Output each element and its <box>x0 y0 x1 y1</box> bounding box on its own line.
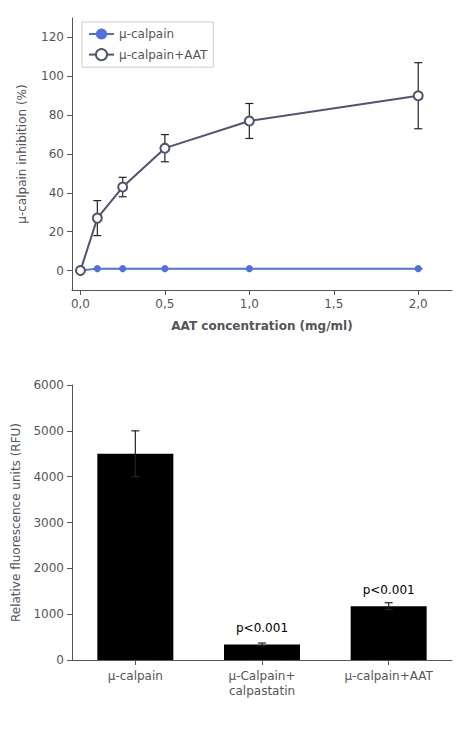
svg-text:1,5: 1,5 <box>324 297 343 311</box>
svg-text:80: 80 <box>49 108 64 122</box>
svg-text:40: 40 <box>49 186 64 200</box>
svg-text:p<0.001: p<0.001 <box>236 621 288 635</box>
svg-text:20: 20 <box>49 225 64 239</box>
svg-text:1000: 1000 <box>33 607 64 621</box>
svg-text:1,0: 1,0 <box>240 297 259 311</box>
svg-text:μ-calpain+AAT: μ-calpain+AAT <box>344 669 433 683</box>
svg-text:0,0: 0,0 <box>71 297 90 311</box>
svg-text:μ-calpain: μ-calpain <box>108 669 163 683</box>
svg-text:6000: 6000 <box>33 378 64 392</box>
svg-text:p<0.001: p<0.001 <box>363 583 415 597</box>
svg-text:μ-calpain: μ-calpain <box>119 27 174 41</box>
svg-text:μ-Calpain+: μ-Calpain+ <box>229 669 296 683</box>
svg-text:2000: 2000 <box>33 561 64 575</box>
svg-text:120: 120 <box>41 30 64 44</box>
svg-text:0: 0 <box>56 264 64 278</box>
svg-text:60: 60 <box>49 147 64 161</box>
svg-text:calpastatin: calpastatin <box>229 684 295 698</box>
svg-text:μ-calpain+AAT: μ-calpain+AAT <box>119 48 208 62</box>
svg-text:100: 100 <box>41 69 64 83</box>
svg-text:2,0: 2,0 <box>409 297 428 311</box>
svg-text:AAT concentration (mg/ml): AAT concentration (mg/ml) <box>171 319 352 333</box>
svg-text:μ-calpain inhibition (%): μ-calpain inhibition (%) <box>15 84 29 223</box>
svg-text:0,5: 0,5 <box>155 297 174 311</box>
svg-text:0: 0 <box>56 653 64 667</box>
svg-text:5000: 5000 <box>33 424 64 438</box>
svg-text:4000: 4000 <box>33 470 64 484</box>
svg-text:Relative fluorescence units (R: Relative fluorescence units (RFU) <box>9 423 23 622</box>
svg-text:3000: 3000 <box>33 516 64 530</box>
